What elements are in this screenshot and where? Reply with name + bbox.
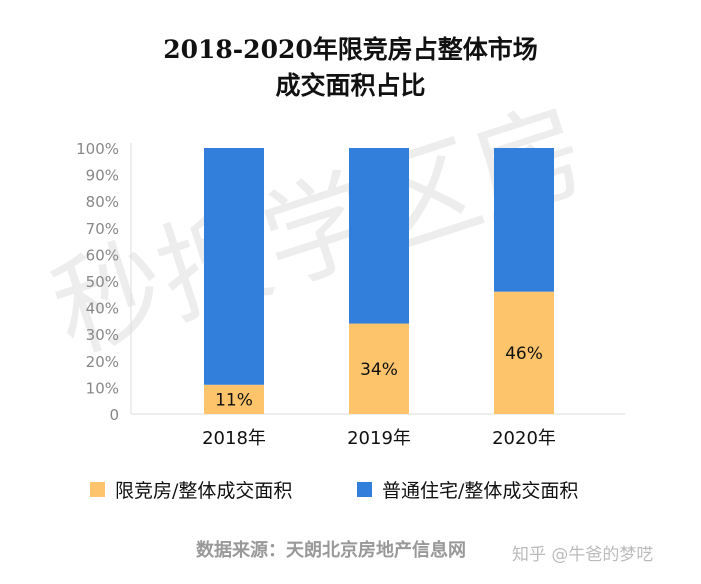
bar-segment-ordinary xyxy=(494,148,554,292)
y-tick-label: 50% xyxy=(86,273,119,291)
y-tick-label: 80% xyxy=(86,193,119,211)
chart-title-line-2: 成交面积占比 xyxy=(275,71,426,100)
bar-segment-limited xyxy=(349,323,409,414)
y-tick-label: 90% xyxy=(86,167,119,185)
y-tick-label: 30% xyxy=(86,326,119,344)
data-label: 34% xyxy=(360,360,398,380)
x-tick-label: 2018年 xyxy=(202,428,266,449)
legend-label: 限竞房/整体成交面积 xyxy=(115,480,293,502)
bar-segment-limited xyxy=(494,291,554,414)
legend-label: 普通住宅/整体成交面积 xyxy=(382,480,579,502)
y-tick-label: 60% xyxy=(86,246,119,264)
bar-segment-ordinary xyxy=(204,148,264,385)
stacked-bar-chart: 0 10% 20% 30% 40% 50% 60% 70% 80% 90% 100% 11% 2018年… xyxy=(76,140,625,449)
bar-segment-ordinary xyxy=(349,148,409,324)
y-tick-label: 40% xyxy=(86,300,119,318)
legend-item-limited: 限竞房/整体成交面积 xyxy=(90,476,292,503)
legend-item-ordinary: 普通住宅/整体成交面积 xyxy=(357,476,578,503)
x-tick-label: 2020年 xyxy=(492,428,556,449)
y-tick-label: 70% xyxy=(86,220,119,238)
source-note: 数据来源：天朗北京房地产信息网 xyxy=(196,540,466,561)
credit: 知乎 @牛爸的梦呓 xyxy=(512,545,654,565)
y-tick-label: 100% xyxy=(76,140,119,158)
x-tick-label: 2019年 xyxy=(347,428,411,449)
y-tick-label: 10% xyxy=(86,379,119,397)
chart-title-line-1: 2018-2020年限竞房占整体市场 xyxy=(163,35,538,64)
legend-swatch-orange xyxy=(90,482,105,497)
data-label: 11% xyxy=(215,390,253,410)
data-label: 46% xyxy=(505,344,543,364)
y-tick-label: 20% xyxy=(86,353,119,371)
y-tick-label: 0 xyxy=(109,406,119,424)
bar-segment-limited xyxy=(204,384,264,414)
legend-swatch-blue xyxy=(357,482,372,497)
